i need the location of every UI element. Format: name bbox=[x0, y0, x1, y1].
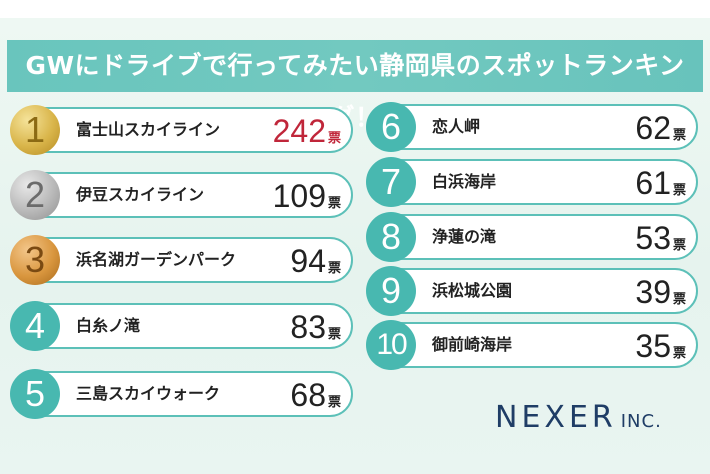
rank-badge: 4 bbox=[10, 301, 60, 351]
vote-count: 109 票 bbox=[272, 178, 341, 214]
rank-badge: 5 bbox=[10, 369, 60, 419]
vote-count: 62 票 bbox=[635, 110, 686, 146]
spot-name: 三島スカイウォーク bbox=[76, 384, 221, 403]
spot-name: 富士山スカイライン bbox=[76, 120, 221, 139]
gold-medal-rank-badge: 1 bbox=[10, 105, 60, 155]
ranking-row-7: 7 白浜海岸 61 票 bbox=[366, 157, 698, 207]
spot-name: 浜松城公園 bbox=[432, 281, 513, 300]
ranking-row-8: 8 浄蓮の滝 53 票 bbox=[366, 212, 698, 262]
silver-medal-rank-badge: 2 bbox=[10, 170, 60, 220]
vote-count: 39 票 bbox=[635, 274, 686, 310]
bronze-medal-rank-badge: 3 bbox=[10, 235, 60, 285]
rank-badge: 7 bbox=[366, 157, 416, 207]
ranking-row-6: 6 恋人岬 62 票 bbox=[366, 102, 698, 152]
vote-count: 68 票 bbox=[290, 377, 341, 413]
ranking-row-9: 9 浜松城公園 39 票 bbox=[366, 266, 698, 316]
vote-count: 83 票 bbox=[290, 309, 341, 345]
rank-badge: 10 bbox=[366, 320, 416, 370]
spot-name: 白糸ノ滝 bbox=[76, 316, 141, 335]
vote-count: 53 票 bbox=[635, 220, 686, 256]
spot-name: 伊豆スカイライン bbox=[76, 185, 205, 204]
spot-name: 白浜海岸 bbox=[432, 172, 497, 191]
ranking-row-5: 5 三島スカイウォーク 68 票 bbox=[10, 369, 353, 419]
ranking-row-10: 10 御前崎海岸 35 票 bbox=[366, 320, 698, 370]
vote-count: 94 票 bbox=[290, 243, 341, 279]
rank-badge: 8 bbox=[366, 212, 416, 262]
ranking-row-4: 4 白糸ノ滝 83 票 bbox=[10, 301, 353, 351]
ranking-title: GWにドライブで行ってみたい静岡県のスポットランキング！ bbox=[7, 40, 703, 132]
spot-name: 浜名湖ガーデンパーク bbox=[76, 250, 237, 269]
spot-name: 恋人岬 bbox=[432, 117, 481, 136]
vote-count: 35 票 bbox=[635, 328, 686, 364]
vote-count: 61 票 bbox=[635, 165, 686, 201]
ranking-row-3: 3 浜名湖ガーデンパーク 94 票 bbox=[10, 235, 353, 285]
ranking-row-1: 1 富士山スカイライン 242 票 bbox=[10, 105, 353, 155]
spot-name: 御前崎海岸 bbox=[432, 335, 513, 354]
rank-badge: 9 bbox=[366, 266, 416, 316]
spot-name: 浄蓮の滝 bbox=[432, 227, 497, 246]
ranking-row-2: 2 伊豆スカイライン 109 票 bbox=[10, 170, 353, 220]
vote-count: 242 票 bbox=[272, 113, 341, 149]
nexer-logo: NEXER INC. bbox=[495, 400, 662, 435]
rank-badge: 6 bbox=[366, 102, 416, 152]
